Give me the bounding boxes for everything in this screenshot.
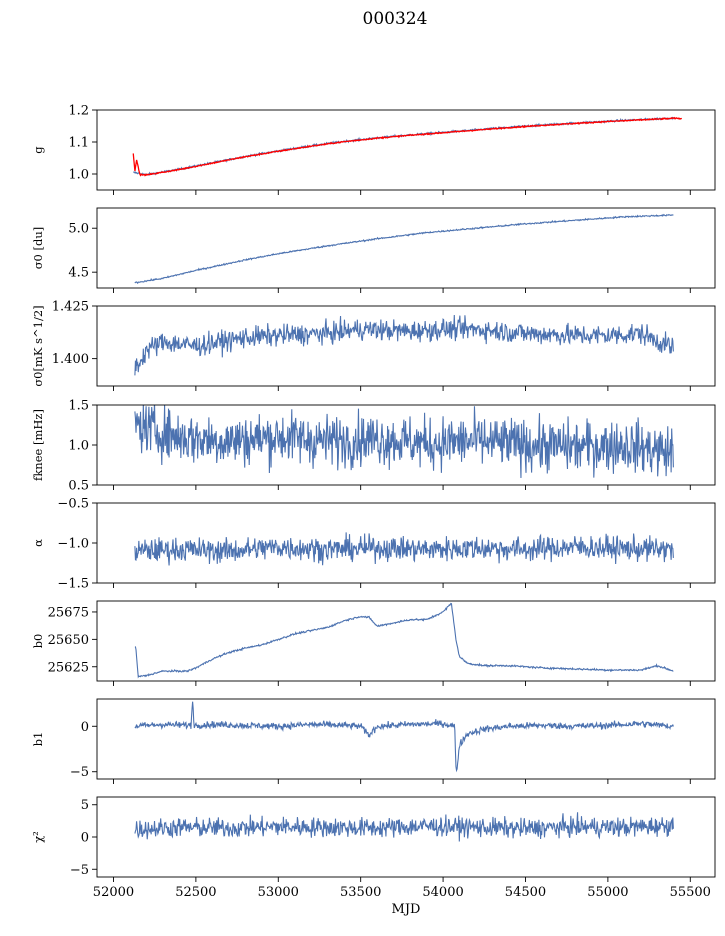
- ylabel-g: g: [31, 146, 45, 154]
- panel-fknee: 0.5 1.0 1.5 fknee [mHz]: [31, 399, 716, 494]
- panel-sigma0-mks: 1.400 1.425 σ0[mK s^1/2]: [31, 300, 716, 391]
- ytick-label-alpha-0: −1.5: [57, 577, 89, 592]
- ylabel-b1: b1: [31, 732, 45, 747]
- ytick-label-sigma0-mks-1: 1.425: [52, 300, 89, 315]
- series-line-alpha-0: [134, 532, 674, 566]
- xtick-label-chi2-6: 55000: [587, 885, 628, 900]
- ylabel-alpha: α: [31, 539, 45, 547]
- axes-frame-b1: [96, 698, 716, 780]
- panel-alpha: −1.5 −1.0 −0.5 α: [31, 497, 716, 592]
- xlabel-chi2: MJD: [392, 902, 421, 917]
- ytick-label-chi2-0: −5: [70, 863, 89, 878]
- xtick-label-chi2-3: 53500: [340, 885, 381, 900]
- ylabel-sigma0-mks: σ0[mK s^1/2]: [31, 305, 45, 386]
- ytick-label-fknee-2: 1.5: [68, 399, 89, 414]
- series-line-b0-0: [134, 602, 674, 679]
- series-line-sigma0-du-0: [134, 213, 674, 285]
- ylabel-b0: b0: [31, 634, 45, 649]
- panel-sigma0-du: 4.5 5.0 σ0 [du]: [31, 207, 716, 293]
- xtick-label-chi2-5: 54500: [505, 885, 546, 900]
- series-line-chi2-0: [134, 812, 674, 842]
- series-line-b1-0: [134, 701, 674, 773]
- ytick-label-fknee-1: 1.0: [68, 439, 89, 454]
- ytick-label-sigma0-du-1: 5.0: [68, 222, 89, 237]
- axes-frame-b0: [96, 600, 716, 682]
- series-line-fknee-0: [134, 405, 674, 478]
- ylabel-sigma0-du: σ0 [du]: [31, 227, 45, 270]
- axes-frame-g: [96, 109, 716, 191]
- figure-title: 000324: [363, 9, 428, 29]
- ytick-label-alpha-1: −1.0: [57, 537, 89, 552]
- axes-frame-sigma0-mks: [96, 305, 716, 387]
- ytick-label-sigma0-du-0: 4.5: [68, 266, 89, 281]
- xtick-label-chi2-1: 52500: [175, 885, 216, 900]
- ytick-label-chi2-1: 0: [81, 831, 89, 846]
- series-line-sigma0-mks-0: [134, 314, 674, 376]
- ytick-label-b0-0: 25625: [48, 660, 89, 675]
- axes-frame-sigma0-du: [96, 207, 716, 289]
- series-line-g-1: [132, 116, 682, 177]
- ytick-label-b0-2: 25675: [48, 605, 89, 620]
- panels: 1.0 1.1 1.2 g 4.5 5.0 σ0 [du] 1.400 1.425 σ0[mK s…: [31, 104, 716, 917]
- ytick-label-sigma0-mks-0: 1.400: [52, 352, 89, 367]
- ytick-label-chi2-2: 5: [81, 798, 89, 813]
- ytick-label-g-1: 1.1: [68, 136, 89, 151]
- ytick-label-alpha-2: −0.5: [57, 497, 89, 512]
- panel-chi2: −5 0 5 52000 52500 53000 53500 54000 54500 55000 5…: [31, 796, 716, 917]
- panel-g: 1.0 1.1 1.2 g: [31, 104, 716, 195]
- xtick-label-chi2-2: 53000: [258, 885, 299, 900]
- ylabel-chi2: χ²: [31, 831, 45, 843]
- xtick-label-chi2-0: 52000: [93, 885, 134, 900]
- ytick-label-g-2: 1.2: [68, 104, 89, 119]
- ytick-label-b1-0: −5: [70, 765, 89, 780]
- ytick-label-g-0: 1.0: [68, 168, 89, 183]
- panel-b1: −5 0 b1: [31, 698, 716, 784]
- ytick-label-fknee-0: 0.5: [68, 479, 89, 494]
- xtick-label-chi2-7: 55500: [670, 885, 711, 900]
- ytick-label-b0-1: 25650: [48, 633, 89, 648]
- series-line-g-0: [133, 116, 674, 177]
- xtick-label-chi2-4: 54000: [422, 885, 463, 900]
- ylabel-fknee: fknee [mHz]: [31, 409, 45, 481]
- axes-frame-chi2: [96, 796, 716, 878]
- ytick-label-b1-1: 0: [81, 720, 89, 735]
